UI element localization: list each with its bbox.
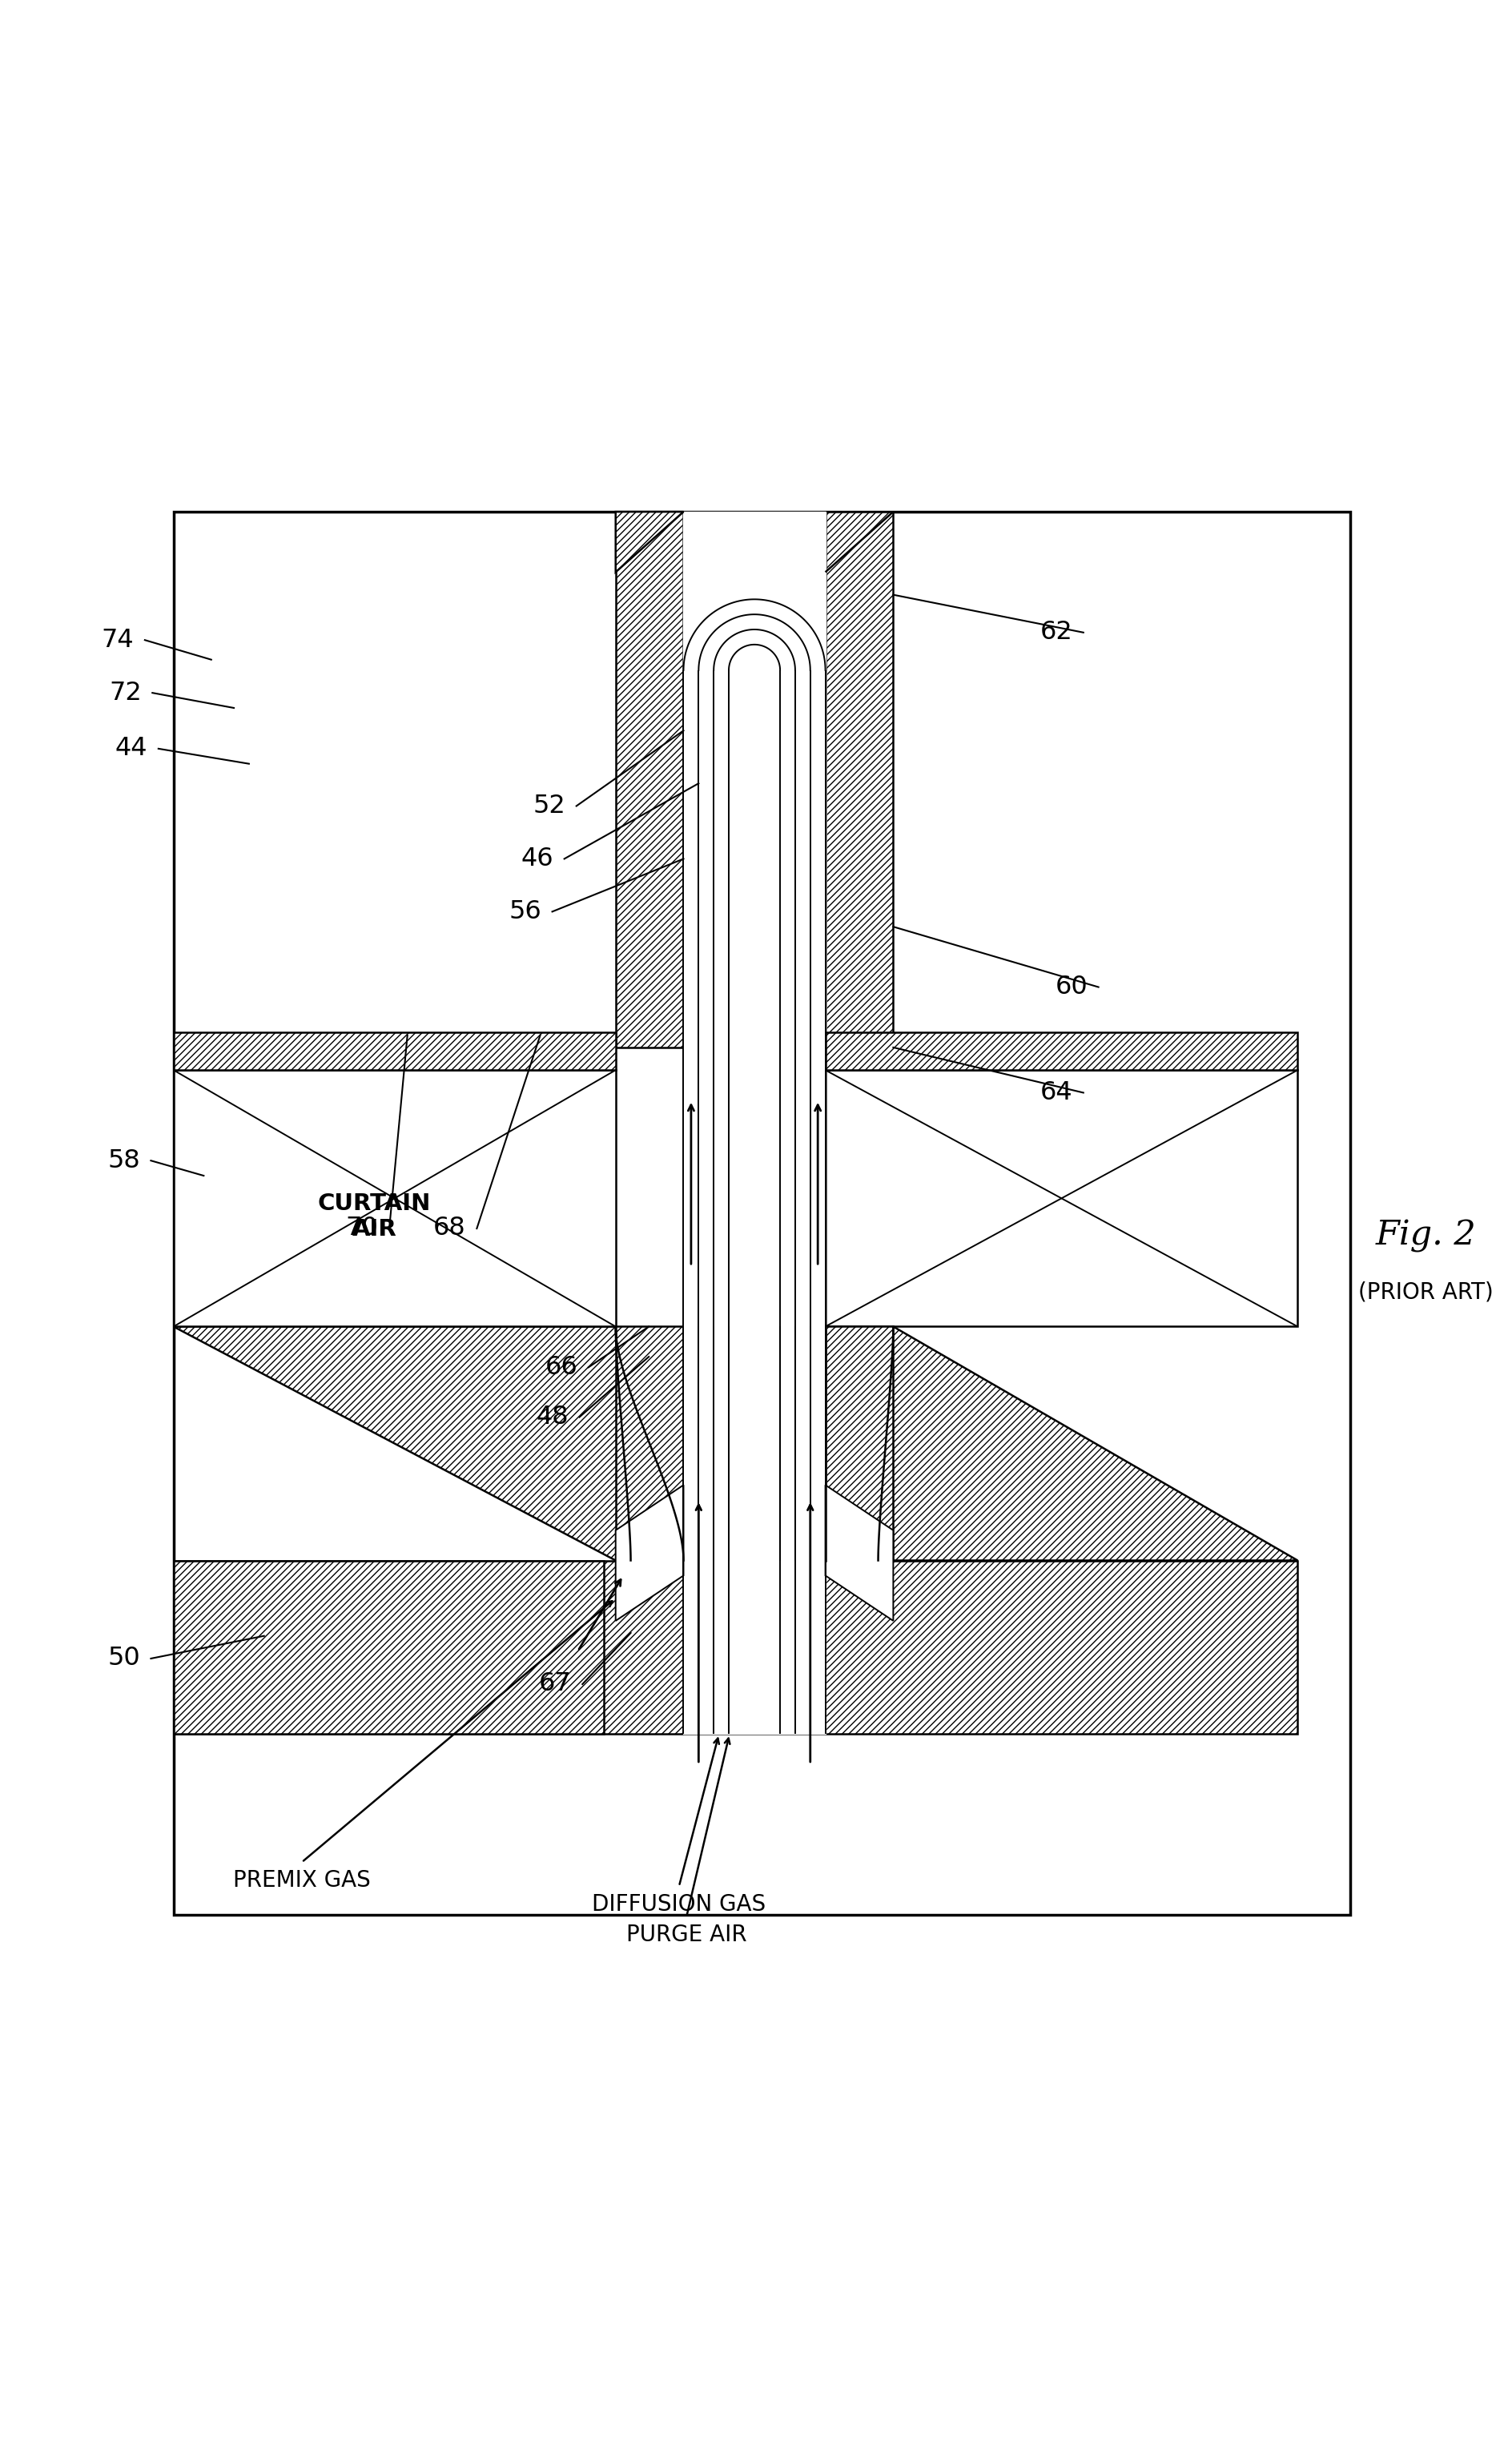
- Bar: [174, 511, 1350, 1914]
- Polygon shape: [826, 1484, 894, 1622]
- Text: Fig. 2: Fig. 2: [1376, 1219, 1476, 1253]
- Polygon shape: [683, 1560, 826, 1735]
- Polygon shape: [826, 1327, 1297, 1560]
- Polygon shape: [683, 671, 826, 1047]
- Text: 48: 48: [535, 1405, 569, 1430]
- Bar: [826, 1327, 894, 1560]
- Text: CURTAIN
AIR: CURTAIN AIR: [318, 1192, 431, 1241]
- Bar: [174, 1032, 615, 1071]
- Text: 72: 72: [109, 681, 142, 705]
- Polygon shape: [615, 1484, 683, 1622]
- Text: 44: 44: [115, 737, 148, 762]
- Text: 60: 60: [1055, 975, 1087, 1000]
- Text: 52: 52: [532, 794, 565, 818]
- Text: 62: 62: [1040, 619, 1072, 644]
- Text: DIFFUSION GAS: DIFFUSION GAS: [593, 1894, 767, 1916]
- Text: 64: 64: [1040, 1081, 1072, 1106]
- Polygon shape: [174, 1327, 683, 1560]
- Bar: [615, 1327, 683, 1560]
- Bar: [826, 1071, 1297, 1327]
- Text: 46: 46: [522, 845, 553, 872]
- Bar: [826, 1032, 1297, 1071]
- Text: 58: 58: [107, 1147, 141, 1172]
- Polygon shape: [615, 511, 683, 572]
- Text: PURGE AIR: PURGE AIR: [626, 1924, 747, 1946]
- Text: 56: 56: [508, 899, 541, 924]
- Polygon shape: [826, 511, 894, 572]
- Text: (PRIOR ART): (PRIOR ART): [1358, 1280, 1494, 1302]
- Bar: [174, 1071, 615, 1327]
- Bar: [826, 511, 894, 1047]
- Polygon shape: [683, 671, 826, 1560]
- Text: 67: 67: [538, 1671, 572, 1698]
- Bar: [615, 511, 683, 1047]
- Text: 68: 68: [434, 1216, 466, 1241]
- Bar: [174, 1560, 603, 1735]
- Text: PREMIX GAS: PREMIX GAS: [233, 1870, 370, 1892]
- Text: 70: 70: [346, 1216, 378, 1241]
- Text: 66: 66: [544, 1354, 578, 1381]
- Text: 74: 74: [101, 627, 135, 654]
- Polygon shape: [683, 511, 826, 1047]
- Text: 50: 50: [107, 1646, 141, 1671]
- Polygon shape: [683, 1327, 826, 1560]
- Bar: [174, 1560, 1297, 1735]
